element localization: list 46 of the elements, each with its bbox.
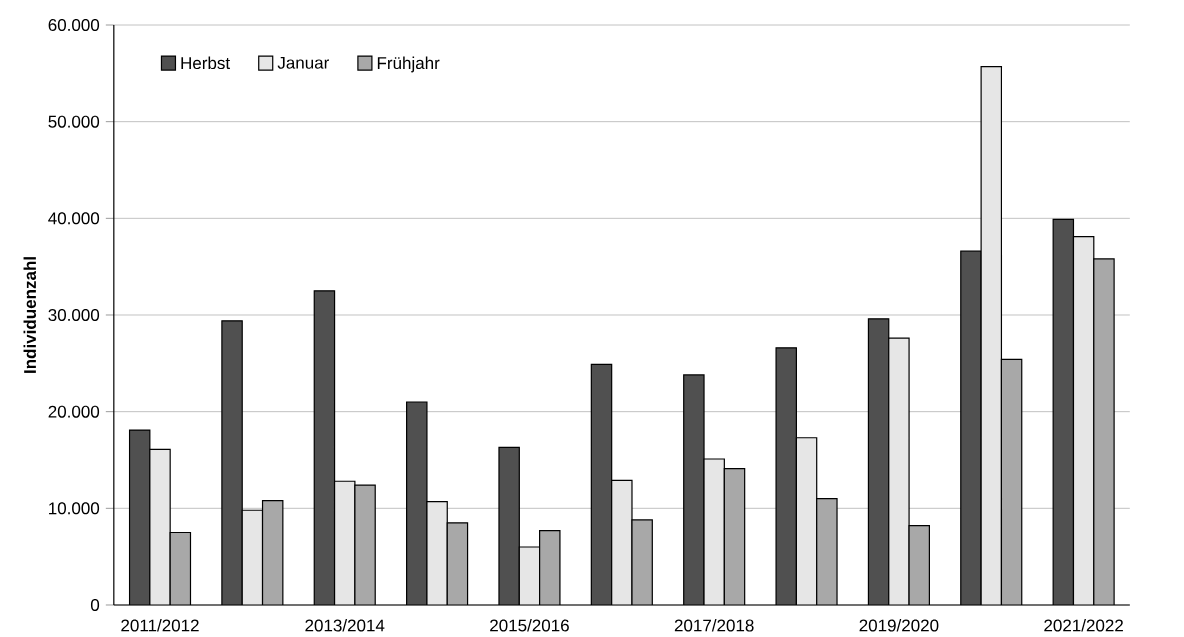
bar xyxy=(1072,236,1095,605)
bar xyxy=(539,530,560,605)
legend-label: Frühjahr xyxy=(377,56,440,73)
y-axis-title: Individuenzahl xyxy=(23,257,37,373)
bar xyxy=(426,501,448,605)
bar xyxy=(611,480,632,605)
bar xyxy=(498,447,520,605)
bar xyxy=(149,449,171,605)
y-tick-label: 10.000 xyxy=(49,502,100,515)
bar xyxy=(1052,218,1075,605)
bar xyxy=(242,510,263,605)
bar xyxy=(816,498,838,605)
y-tick-label: 60.000 xyxy=(48,19,100,32)
bar xyxy=(129,430,150,605)
bar xyxy=(796,437,817,605)
bar xyxy=(960,251,982,605)
bar xyxy=(591,364,612,605)
bar xyxy=(683,374,705,605)
y-tick-label: 0 xyxy=(90,598,100,611)
bar xyxy=(519,546,540,605)
bar xyxy=(888,338,910,605)
y-tick-label: 30.000 xyxy=(48,308,100,321)
x-tick-label: 2015/2016 xyxy=(490,619,569,632)
bar xyxy=(314,290,335,605)
legend-label: Januar xyxy=(277,56,329,69)
x-tick-label: 2019/2020 xyxy=(859,619,939,632)
y-tick-label: 50.000 xyxy=(48,115,100,128)
bar xyxy=(981,66,1002,605)
x-tick-label: 2021/2022 xyxy=(1044,619,1123,632)
bar xyxy=(406,401,427,605)
bar xyxy=(776,347,797,605)
bar xyxy=(909,525,930,605)
x-tick-label: 2011/2012 xyxy=(121,619,199,632)
bar xyxy=(868,318,889,605)
bar xyxy=(704,459,725,605)
bar xyxy=(1093,258,1115,605)
bar xyxy=(447,522,468,605)
x-tick-label: 2013/2014 xyxy=(305,619,385,632)
legend-label: Herbst xyxy=(181,56,231,70)
x-tick-label: 2017/2018 xyxy=(674,619,754,632)
bar xyxy=(631,519,653,605)
bar xyxy=(334,481,355,605)
y-tick-label: 20.000 xyxy=(48,405,100,418)
y-tick-label: 40.000 xyxy=(48,212,100,225)
bar xyxy=(221,320,243,605)
bar xyxy=(170,532,191,605)
